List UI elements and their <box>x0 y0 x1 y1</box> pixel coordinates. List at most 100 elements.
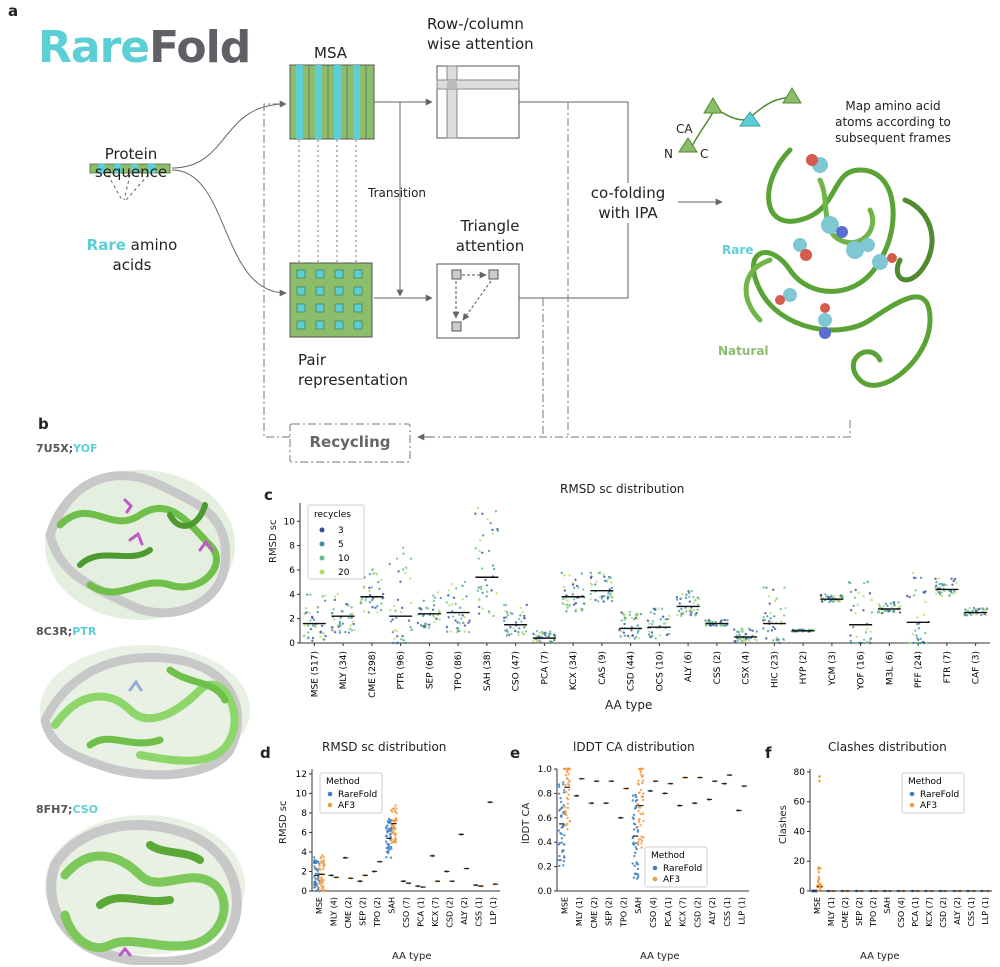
chart-e-title: lDDT CA distribution <box>573 740 695 754</box>
data-point <box>338 622 342 626</box>
data-point <box>396 598 400 602</box>
map-line2: atoms according to <box>835 115 951 129</box>
data-point <box>422 599 425 602</box>
legend-entry: AF3 <box>338 801 355 811</box>
data-point <box>391 618 394 621</box>
data-point <box>635 861 638 864</box>
x-tick-label: KCX (7) <box>679 897 688 927</box>
data-point <box>734 640 737 643</box>
data-point <box>544 633 547 637</box>
data-point <box>819 594 823 597</box>
data-point <box>316 610 319 614</box>
data-point <box>510 612 514 616</box>
data-point <box>339 617 342 620</box>
y-tick-label: 0.0 <box>538 887 553 897</box>
data-point <box>619 635 622 638</box>
data-point <box>606 578 610 581</box>
data-point <box>419 608 423 611</box>
data-point <box>692 601 696 604</box>
legend-entry: AF3 <box>663 875 680 885</box>
data-point <box>387 845 391 849</box>
data-point <box>564 811 567 814</box>
data-point <box>523 625 527 628</box>
data-point <box>975 608 979 611</box>
data-point <box>519 614 522 617</box>
pair-representation-label: Pair representation <box>298 350 408 390</box>
data-point <box>767 595 771 598</box>
data-point <box>506 630 509 633</box>
data-point <box>631 794 635 797</box>
data-point <box>852 604 855 608</box>
x-tick-label: ALY (6) <box>684 651 694 682</box>
data-point <box>386 820 390 823</box>
data-point <box>465 595 468 598</box>
data-point <box>377 580 380 584</box>
x-tick-label: PFF (24) <box>914 651 924 688</box>
data-point <box>432 594 435 597</box>
data-point <box>641 774 645 777</box>
data-point <box>553 633 556 636</box>
data-point <box>303 624 307 627</box>
data-point <box>639 838 642 841</box>
data-point <box>437 609 441 612</box>
data-point <box>817 866 820 869</box>
y-tick-label: 20 <box>794 857 806 867</box>
data-point <box>568 819 572 823</box>
data-point <box>829 595 833 599</box>
data-point <box>447 593 450 597</box>
protein-sequence-line2: sequence <box>94 163 168 181</box>
data-point <box>589 582 593 585</box>
triangle-line1: Triangle <box>460 217 520 235</box>
data-point <box>951 583 954 586</box>
data-point <box>769 617 772 620</box>
data-point <box>323 594 327 597</box>
data-point <box>322 632 325 635</box>
legend-box <box>644 846 708 888</box>
data-point <box>680 607 683 611</box>
data-point <box>563 589 567 592</box>
data-point <box>432 614 435 617</box>
data-point <box>593 583 597 586</box>
data-point <box>628 636 632 639</box>
data-point <box>454 602 457 605</box>
rarefold-logo: RareFold <box>38 22 251 73</box>
data-point <box>952 579 955 583</box>
data-point <box>641 781 644 785</box>
data-point <box>948 593 951 597</box>
data-point <box>479 585 483 588</box>
data-point <box>395 807 398 810</box>
structure-res-2: PTR <box>72 625 97 638</box>
data-point <box>651 620 655 623</box>
data-point <box>514 629 517 633</box>
data-point <box>375 573 379 576</box>
data-point <box>503 603 506 607</box>
pair-cell <box>353 320 363 330</box>
data-point <box>915 641 918 645</box>
x-tick-label: SAH (38) <box>483 651 493 691</box>
data-point <box>603 575 606 578</box>
data-point <box>782 638 786 642</box>
data-point <box>387 827 390 831</box>
x-tick-label: MSE <box>560 897 569 914</box>
c-label: C <box>700 147 709 161</box>
data-point <box>349 612 352 616</box>
protein-sequence-bar <box>89 163 171 201</box>
y-tick-label: 10 <box>284 517 296 527</box>
data-point <box>647 633 651 636</box>
data-point <box>380 602 383 605</box>
data-point <box>636 825 640 829</box>
data-point <box>480 567 484 570</box>
data-point <box>347 616 350 620</box>
data-point <box>336 592 339 596</box>
data-point <box>568 604 571 608</box>
data-point <box>309 593 312 596</box>
data-point <box>890 606 894 609</box>
x-tick-label: CSO (47) <box>512 651 522 691</box>
data-point <box>422 624 425 628</box>
x-tick-label: KCX (7) <box>925 897 934 927</box>
legend-marker <box>909 791 915 797</box>
data-point <box>677 609 681 613</box>
data-point <box>974 613 978 616</box>
data-point <box>388 562 391 566</box>
